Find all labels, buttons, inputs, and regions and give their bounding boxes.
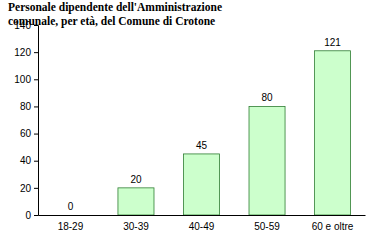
chart: Personale dipendente dell'Amministrazion…: [0, 0, 377, 246]
x-tick-label: 30-39: [123, 221, 149, 232]
title-group: Personale dipendente dell'Amministrazion…: [8, 1, 222, 28]
y-tick-label: 20: [20, 183, 32, 194]
y-axis: 0 20 40 60 80 100 120 140: [14, 20, 38, 221]
y-tick-label: 60: [20, 128, 32, 139]
y-tick: 140: [14, 20, 38, 31]
y-tick: 0: [25, 210, 38, 221]
y-tick-mark: [34, 79, 38, 80]
y-tick: 20: [20, 183, 38, 194]
data-label: 20: [130, 174, 142, 185]
y-tick-mark: [34, 161, 38, 162]
y-tick-label: 140: [14, 20, 31, 31]
x-tick: 18-29: [58, 215, 84, 232]
y-tick-mark: [34, 25, 38, 26]
data-label: 121: [324, 37, 341, 48]
y-tick-mark: [34, 106, 38, 107]
x-tick: 60 e oltre: [312, 215, 354, 232]
y-tick: 100: [14, 74, 38, 85]
y-tick-mark: [34, 52, 38, 53]
x-tick-label: 60 e oltre: [312, 221, 354, 232]
bar: [118, 188, 154, 215]
x-axis: 18-29 30-39 40-49 50-59 60 e oltre: [39, 215, 366, 232]
bar: [183, 154, 219, 215]
x-tick: 30-39: [123, 215, 149, 232]
title: Personale dipendente dell'Amministrazion…: [8, 1, 222, 14]
y-tick-label: 80: [20, 101, 32, 112]
data-labels: 0 20 45 80 121: [68, 37, 342, 212]
y-tick: 60: [20, 128, 38, 139]
data-label: 0: [68, 201, 74, 212]
data-label: 45: [196, 140, 208, 151]
x-tick-label: 18-29: [58, 221, 84, 232]
title: comunale, per età, del Comune di Crotone: [8, 15, 215, 28]
y-axis-line: [34, 26, 39, 216]
y-tick: 40: [20, 155, 38, 166]
y-tick-mark: [34, 188, 38, 189]
y-tick-label: 40: [20, 155, 32, 166]
data-label: 80: [261, 92, 273, 103]
x-axis-line: [39, 215, 366, 216]
y-tick-label: 100: [14, 74, 31, 85]
y-tick-mark: [34, 134, 38, 135]
x-tick: 40-49: [189, 215, 215, 232]
x-tick-label: 50-59: [254, 221, 280, 232]
y-tick-mark: [34, 215, 38, 216]
x-tick-label: 40-49: [189, 221, 215, 232]
bar: [52, 215, 88, 216]
bar: [249, 106, 285, 215]
x-tick: 50-59: [254, 215, 280, 232]
bars: [118, 51, 351, 215]
bar: [315, 51, 351, 215]
y-tick: 80: [20, 101, 38, 112]
y-tick: 120: [14, 47, 38, 58]
y-tick-label: 120: [14, 47, 31, 58]
y-tick-label: 0: [25, 210, 31, 221]
